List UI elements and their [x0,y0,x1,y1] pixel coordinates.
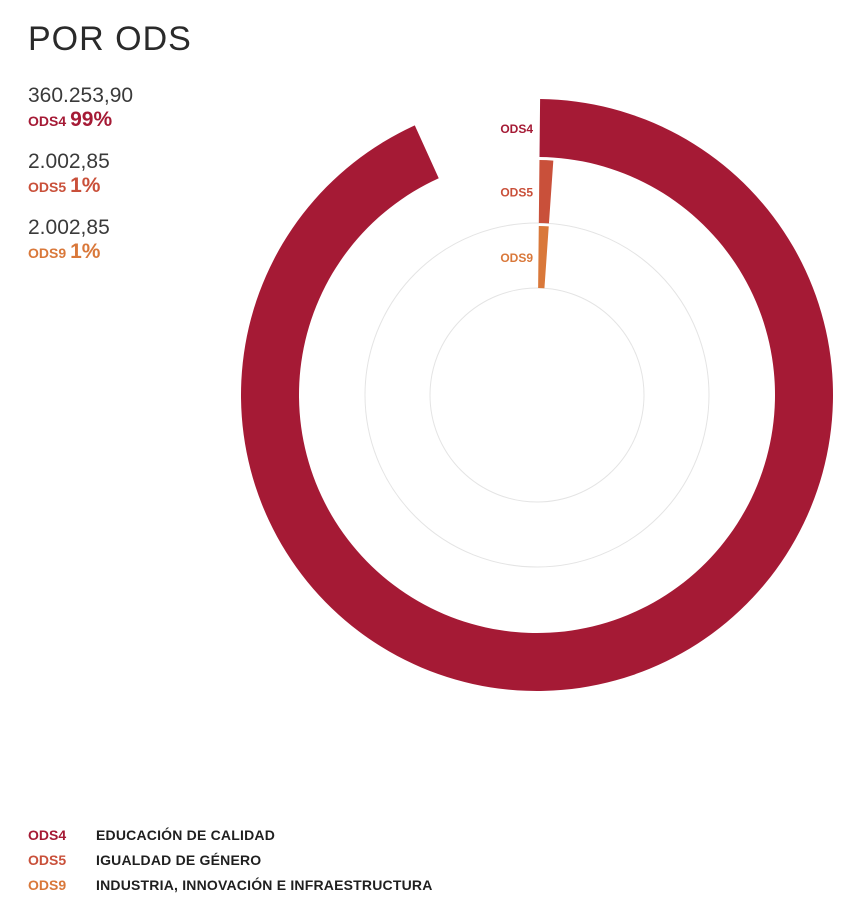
summary-percent: 1% [70,240,101,263]
legend-code: ODS5 [28,851,67,868]
ring-bar-ods5 [538,160,554,224]
ring-bar-ods9 [538,226,549,289]
legend-label: EDUCACIÓN DE CALIDAD [96,826,275,843]
summary-item-ods5: 2.002,85 ODS5 1% [28,150,228,200]
ring-label-ods5: ODS5 [500,186,533,200]
summary-value: 360.253,90 [28,84,134,107]
guide-circle [429,287,645,503]
summary-code: ODS4 [28,113,67,129]
legend-item-ods5: ODS5 IGUALDAD DE GÉNERO [28,847,433,872]
legend-code: ODS9 [28,876,67,893]
guide-circle [364,222,710,568]
legend-item-ods4: ODS4 EDUCACIÓN DE CALIDAD [28,822,433,847]
ring-bar-ods4 [241,99,834,691]
summary-percent: 99% [70,108,113,131]
chart-title: POR ODS [28,20,192,58]
legend-code: ODS4 [28,826,67,843]
legend-label: INDUSTRIA, INNOVACIÓN E INFRAESTRUCTURA [96,876,433,893]
ring-label-ods4: ODS4 [500,122,533,136]
summary-value: 2.002,85 [28,150,110,173]
legend-label: IGUALDAD DE GÉNERO [96,851,262,868]
summary-percent: 1% [70,174,101,197]
legend: ODS4 EDUCACIÓN DE CALIDAD ODS5 IGUALDAD … [28,822,433,897]
summary-item-ods9: 2.002,85 ODS9 1% [28,216,228,266]
summary-value: 2.002,85 [28,216,110,239]
summary-code: ODS5 [28,179,67,195]
ring-label-ods9: ODS9 [500,251,533,265]
summary-code: ODS9 [28,245,67,261]
value-summary: 360.253,90 ODS4 99% 2.002,85 ODS5 1% 2.002… [28,84,228,282]
legend-item-ods9: ODS9 INDUSTRIA, INNOVACIÓN E INFRAESTRUC… [28,872,433,897]
summary-item-ods4: 360.253,90 ODS4 99% [28,84,228,134]
